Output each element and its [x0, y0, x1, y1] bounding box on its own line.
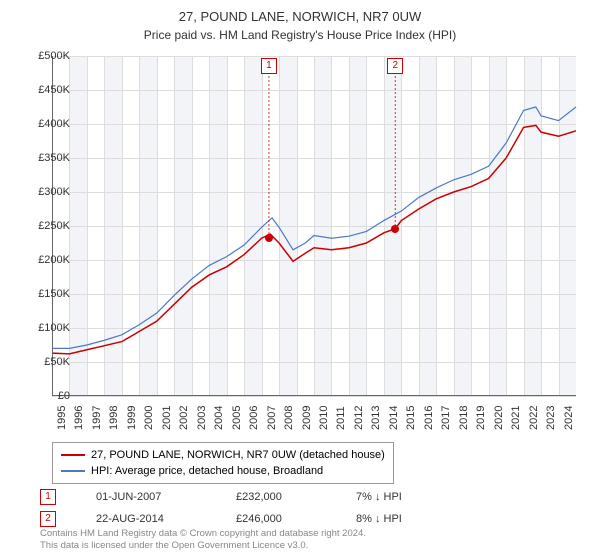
- x-tick-label: 2011: [335, 406, 347, 430]
- x-tick-label: 2019: [475, 406, 487, 430]
- footer-line-2: This data is licensed under the Open Gov…: [40, 540, 366, 552]
- sales-table: 1 01-JUN-2007 £232,000 7% ↓ HPI 2 22-AUG-2014…: [40, 486, 402, 530]
- y-tick-label: £300K: [24, 186, 70, 198]
- sale-marker-box: 1: [261, 58, 277, 74]
- y-tick-label: £100K: [24, 322, 70, 334]
- x-tick-label: 2009: [301, 406, 313, 430]
- sale-row-marker: 2: [40, 511, 56, 527]
- sale-delta: 8% ↓ HPI: [356, 508, 402, 530]
- footer-line-1: Contains HM Land Registry data © Crown c…: [40, 528, 366, 540]
- y-tick-label: £250K: [24, 220, 70, 232]
- chart-title: 27, POUND LANE, NORWICH, NR7 0UW: [0, 0, 600, 26]
- x-tick-label: 2007: [266, 406, 278, 430]
- y-tick-label: £150K: [24, 288, 70, 300]
- chart-plot-area: 12: [52, 56, 576, 396]
- x-tick-label: 2018: [458, 406, 470, 430]
- series-line: [52, 125, 576, 353]
- x-tick-label: 2008: [283, 406, 295, 430]
- x-tick-label: 2015: [405, 406, 417, 430]
- x-tick-label: 2020: [493, 406, 505, 430]
- x-tick-label: 2006: [248, 406, 260, 430]
- x-tick-label: 2003: [196, 406, 208, 430]
- x-tick-label: 2005: [231, 406, 243, 430]
- footer-attribution: Contains HM Land Registry data © Crown c…: [40, 528, 366, 553]
- chart-subtitle: Price paid vs. HM Land Registry's House …: [0, 28, 600, 42]
- sale-row-marker: 1: [40, 489, 56, 505]
- legend-swatch: [61, 454, 85, 456]
- sale-row: 2 22-AUG-2014 £246,000 8% ↓ HPI: [40, 508, 402, 530]
- y-tick-label: £350K: [24, 152, 70, 164]
- sale-delta: 7% ↓ HPI: [356, 486, 402, 508]
- y-tick-label: £0: [24, 390, 70, 402]
- sale-row: 1 01-JUN-2007 £232,000 7% ↓ HPI: [40, 486, 402, 508]
- series-line: [52, 107, 576, 348]
- x-tick-label: 2001: [161, 406, 173, 430]
- x-tick-label: 2023: [545, 406, 557, 430]
- y-tick-label: £200K: [24, 254, 70, 266]
- sale-price: £232,000: [236, 486, 316, 508]
- legend-label: HPI: Average price, detached house, Broa…: [91, 463, 323, 479]
- x-tick-label: 2004: [213, 406, 225, 430]
- sale-marker-box: 2: [387, 58, 403, 74]
- x-tick-label: 1999: [126, 406, 138, 430]
- legend: 27, POUND LANE, NORWICH, NR7 0UW (detach…: [52, 442, 394, 484]
- legend-item: HPI: Average price, detached house, Broa…: [61, 463, 385, 479]
- legend-item: 27, POUND LANE, NORWICH, NR7 0UW (detach…: [61, 447, 385, 463]
- x-tick-label: 1997: [91, 406, 103, 430]
- x-tick-label: 2010: [318, 406, 330, 430]
- legend-label: 27, POUND LANE, NORWICH, NR7 0UW (detach…: [91, 447, 385, 463]
- x-tick-label: 2014: [388, 406, 400, 430]
- x-tick-label: 2000: [143, 406, 155, 430]
- x-tick-label: 2022: [528, 406, 540, 430]
- x-tick-label: 1998: [108, 406, 120, 430]
- y-tick-label: £450K: [24, 84, 70, 96]
- y-tick-label: £50K: [24, 356, 70, 368]
- sale-marker-dot: [391, 225, 399, 233]
- x-tick-label: 2016: [423, 406, 435, 430]
- x-tick-label: 2013: [370, 406, 382, 430]
- x-tick-label: 1995: [56, 406, 68, 430]
- x-tick-label: 2021: [510, 406, 522, 430]
- x-tick-label: 1996: [73, 406, 85, 430]
- legend-swatch: [61, 470, 85, 472]
- sale-date: 01-JUN-2007: [96, 486, 196, 508]
- sale-date: 22-AUG-2014: [96, 508, 196, 530]
- sale-marker-dot: [265, 234, 273, 242]
- y-tick-label: £500K: [24, 50, 70, 62]
- sale-price: £246,000: [236, 508, 316, 530]
- x-tick-label: 2024: [563, 406, 575, 430]
- y-tick-label: £400K: [24, 118, 70, 130]
- x-tick-label: 2012: [353, 406, 365, 430]
- x-tick-label: 2002: [178, 406, 190, 430]
- x-tick-label: 2017: [440, 406, 452, 430]
